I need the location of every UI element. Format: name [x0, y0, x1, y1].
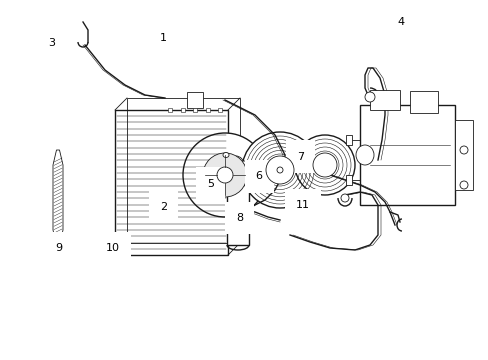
Ellipse shape	[240, 216, 247, 224]
Ellipse shape	[240, 161, 247, 169]
Ellipse shape	[459, 146, 467, 154]
Ellipse shape	[364, 92, 374, 102]
Ellipse shape	[217, 167, 232, 183]
Bar	[346, 175, 351, 185]
Ellipse shape	[355, 145, 373, 165]
Ellipse shape	[340, 194, 348, 202]
Bar	[205, 108, 209, 112]
Text: 2: 2	[155, 202, 167, 212]
Ellipse shape	[294, 135, 354, 195]
Ellipse shape	[203, 153, 246, 197]
Bar	[186, 92, 203, 108]
Bar	[127, 98, 240, 243]
Bar	[359, 105, 454, 205]
Text: 8: 8	[235, 213, 243, 223]
Ellipse shape	[183, 133, 266, 217]
Ellipse shape	[223, 153, 228, 158]
Bar	[218, 108, 222, 112]
Text: 5: 5	[206, 173, 213, 189]
Text: 4: 4	[397, 17, 404, 27]
Text: 9: 9	[55, 243, 62, 253]
Polygon shape	[53, 150, 63, 245]
Ellipse shape	[459, 181, 467, 189]
Text: 6: 6	[255, 168, 262, 181]
Text: 3: 3	[48, 38, 56, 52]
Ellipse shape	[276, 167, 283, 173]
Ellipse shape	[312, 153, 336, 177]
Bar	[454, 120, 472, 190]
Text: 10: 10	[105, 243, 119, 253]
Bar	[115, 110, 227, 255]
Text: 11: 11	[296, 200, 309, 210]
Text: 1: 1	[154, 33, 167, 45]
Bar	[180, 108, 184, 112]
Text: 7: 7	[297, 150, 304, 162]
Bar	[409, 91, 437, 113]
Bar	[193, 108, 197, 112]
Ellipse shape	[242, 132, 317, 208]
Bar	[346, 135, 351, 145]
Ellipse shape	[241, 209, 248, 215]
Bar	[226, 185, 248, 245]
Bar	[369, 90, 399, 110]
Bar	[168, 108, 172, 112]
Ellipse shape	[265, 156, 293, 184]
